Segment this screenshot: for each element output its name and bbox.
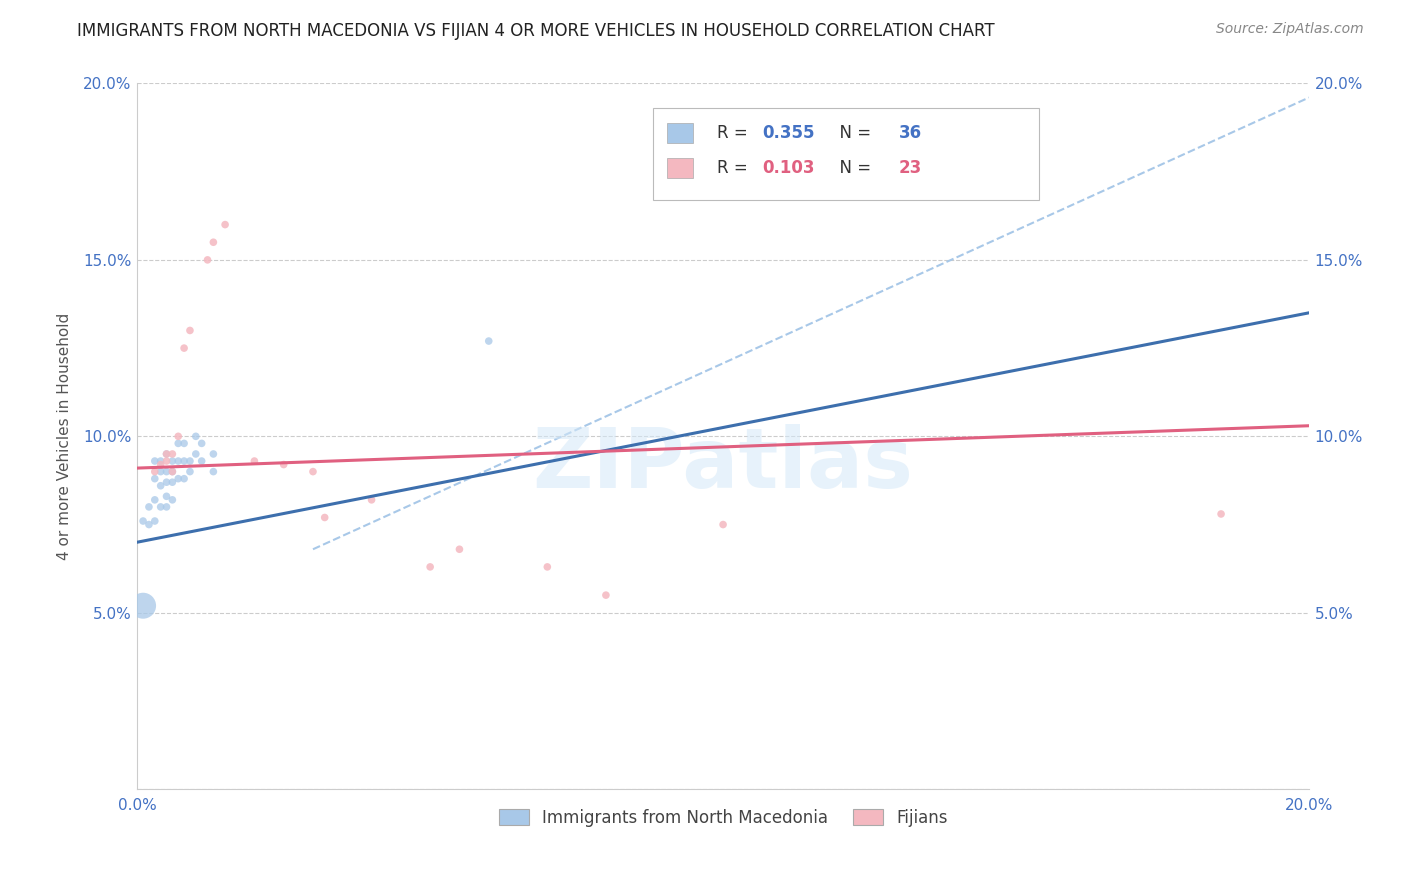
Point [149,465,172,479]
Point [173,436,195,450]
FancyBboxPatch shape [652,108,1039,200]
Point [302,465,325,479]
Point [202,465,225,479]
Point [184,429,207,443]
Point [360,492,382,507]
Point [138,500,160,514]
Point [162,492,184,507]
Point [184,447,207,461]
Point [179,465,201,479]
Point [167,454,190,468]
Text: ZIPatlas: ZIPatlas [533,424,914,505]
Point [314,510,336,524]
Point [162,465,184,479]
Point [190,436,212,450]
Point [162,454,184,468]
Text: R =: R = [717,124,754,142]
Text: 0.103: 0.103 [762,159,814,178]
Point [162,465,184,479]
Point [155,500,177,514]
Point [132,599,155,613]
Point [167,436,190,450]
Point [143,465,166,479]
Point [143,514,166,528]
Text: 36: 36 [898,124,922,142]
Point [143,472,166,486]
Point [1209,507,1232,521]
Point [162,475,184,490]
Point [143,492,166,507]
Point [155,465,177,479]
Point [449,542,471,557]
Point [273,458,295,472]
Point [478,334,501,348]
FancyBboxPatch shape [666,123,693,143]
Point [155,475,177,490]
Point [149,458,172,472]
Text: Source: ZipAtlas.com: Source: ZipAtlas.com [1216,22,1364,37]
Point [167,429,190,443]
Point [155,454,177,468]
Point [149,454,172,468]
Y-axis label: 4 or more Vehicles in Household: 4 or more Vehicles in Household [58,313,72,560]
Point [132,514,155,528]
Point [243,454,266,468]
Text: 23: 23 [898,159,922,178]
Point [162,447,184,461]
FancyBboxPatch shape [666,158,693,178]
Text: N =: N = [828,124,876,142]
Point [202,235,225,250]
Point [197,252,219,267]
Point [536,560,558,574]
Point [173,341,195,355]
Point [155,489,177,503]
Point [190,454,212,468]
Point [143,454,166,468]
Point [711,517,734,532]
Point [155,447,177,461]
Point [149,479,172,493]
Point [202,447,225,461]
Text: R =: R = [717,159,754,178]
Legend: Immigrants from North Macedonia, Fijians: Immigrants from North Macedonia, Fijians [492,803,955,834]
Point [173,454,195,468]
Point [595,588,617,602]
Point [419,560,441,574]
Point [214,218,236,232]
Text: N =: N = [828,159,876,178]
Point [173,472,195,486]
Point [149,500,172,514]
Point [167,472,190,486]
Point [179,454,201,468]
Text: 0.355: 0.355 [762,124,814,142]
Text: IMMIGRANTS FROM NORTH MACEDONIA VS FIJIAN 4 OR MORE VEHICLES IN HOUSEHOLD CORREL: IMMIGRANTS FROM NORTH MACEDONIA VS FIJIA… [77,22,995,40]
Point [138,517,160,532]
Point [155,447,177,461]
Point [179,323,201,337]
